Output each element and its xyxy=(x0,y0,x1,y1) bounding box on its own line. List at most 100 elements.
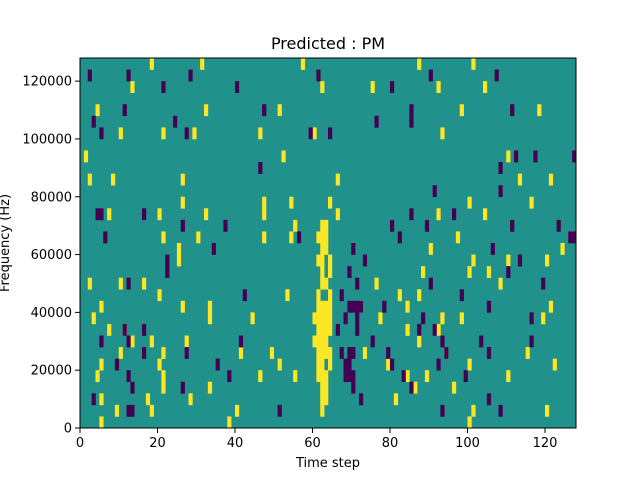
heatmap-cell-positive xyxy=(467,416,472,429)
heatmap-cell-positive xyxy=(328,312,333,325)
heatmap-cell-positive xyxy=(320,243,325,255)
heatmap-cell-negative xyxy=(126,277,131,290)
heatmap-cell-positive xyxy=(506,370,511,383)
heatmap-cell-positive xyxy=(312,335,317,348)
heatmap-cell-negative xyxy=(161,81,166,93)
chart-title: Predicted : PM xyxy=(271,34,385,53)
heatmap-cell-negative xyxy=(355,323,360,336)
heatmap-cell-positive xyxy=(328,323,333,336)
y-tick-label: 0 xyxy=(64,422,72,437)
heatmap-cell-positive xyxy=(176,254,182,267)
heatmap-cell-positive xyxy=(118,277,123,290)
heatmap-cell-positive xyxy=(320,300,325,313)
heatmap-cell-negative xyxy=(87,69,92,82)
heatmap-cell-positive xyxy=(107,323,112,336)
heatmap-cell-negative xyxy=(463,370,468,383)
heatmap-cell-positive xyxy=(471,254,476,267)
heatmap-cell-positive xyxy=(293,370,298,383)
heatmap-cell-positive xyxy=(560,243,565,255)
x-tick-label: 0 xyxy=(76,436,84,451)
heatmap-cell-positive xyxy=(335,208,340,221)
heatmap-cell-negative xyxy=(351,347,356,359)
heatmap-cell-negative xyxy=(517,254,523,267)
heatmap-cell-positive xyxy=(471,58,476,70)
heatmap-cell-negative xyxy=(91,115,96,128)
heatmap-cell-negative xyxy=(572,150,577,163)
heatmap-cell-positive xyxy=(405,323,410,336)
heatmap-cell-negative xyxy=(126,404,131,417)
heatmap-cell-negative xyxy=(223,219,228,232)
heatmap-cell-negative xyxy=(351,300,356,313)
heatmap-cell-negative xyxy=(130,381,135,394)
heatmap-cell-positive xyxy=(180,196,185,209)
heatmap-cell-negative xyxy=(424,219,430,232)
heatmap-cell-positive xyxy=(312,312,317,325)
heatmap-cell-positive xyxy=(316,323,321,336)
heatmap-cell-positive xyxy=(548,300,554,313)
heatmap-cell-positive xyxy=(320,231,325,244)
heatmap-cell-positive xyxy=(548,173,554,186)
y-tick-label: 20000 xyxy=(31,364,72,379)
heatmap-cell-positive xyxy=(91,312,96,325)
heatmap-cell-positive xyxy=(328,289,333,302)
heatmap-cell-positive xyxy=(204,208,209,221)
heatmap-cell-negative xyxy=(227,370,232,383)
heatmap-cell-negative xyxy=(297,231,302,244)
heatmap-cell-negative xyxy=(165,254,170,267)
heatmap-cell-positive xyxy=(459,104,464,117)
heatmap-cell-positive xyxy=(316,254,321,267)
heatmap-cell-negative xyxy=(126,335,131,348)
heatmap-cell-negative xyxy=(436,358,441,371)
heatmap-cell-positive xyxy=(316,312,321,325)
plot-area xyxy=(79,57,577,429)
heatmap-cell-negative xyxy=(498,162,503,174)
heatmap-cell-positive xyxy=(525,347,530,359)
heatmap-cell-positive xyxy=(149,58,154,70)
heatmap-cell-negative xyxy=(328,127,333,140)
heatmap-cell-negative xyxy=(556,219,561,232)
heatmap-cell-positive xyxy=(200,58,205,70)
heatmap-cell-negative xyxy=(103,231,108,244)
heatmap-cell-negative xyxy=(409,381,414,394)
heatmap-cell-positive xyxy=(545,404,550,417)
heatmap-cell-negative xyxy=(142,323,147,336)
heatmap-cell-positive xyxy=(393,393,399,406)
heatmap-cell-negative xyxy=(440,404,445,417)
heatmap-cell-negative xyxy=(184,347,189,359)
heatmap-cell-positive xyxy=(324,231,329,244)
heatmap-cell-positive xyxy=(262,208,267,221)
heatmap-cell-positive xyxy=(455,231,461,244)
heatmap-cell-negative xyxy=(114,358,120,371)
heatmap-cell-positive xyxy=(149,335,154,348)
heatmap-cell-positive xyxy=(440,312,445,325)
heatmap-cell-negative xyxy=(277,404,282,417)
heatmap-cell-positive xyxy=(207,312,213,325)
x-tick-label: 120 xyxy=(533,436,558,451)
heatmap-cell-positive xyxy=(130,335,135,348)
heatmap-cell-negative xyxy=(401,370,406,383)
heatmap-cell-negative xyxy=(343,370,348,383)
heatmap-cell-positive xyxy=(541,312,546,325)
heatmap-cell-positive xyxy=(471,404,476,417)
heatmap-cell-negative xyxy=(370,335,375,348)
heatmap-cell-positive xyxy=(378,312,383,325)
heatmap-cell-positive xyxy=(99,300,104,313)
heatmap-cell-positive xyxy=(467,196,472,209)
heatmap-cell-positive xyxy=(320,381,325,394)
heatmap-cell-negative xyxy=(432,185,437,198)
heatmap-cell-negative xyxy=(486,393,492,406)
heatmap-cell-positive xyxy=(99,358,104,371)
heatmap-cell-positive xyxy=(87,173,92,186)
heatmap-cell-positive xyxy=(483,81,488,93)
heatmap-cell-positive xyxy=(483,208,488,221)
heatmap-cell-positive xyxy=(320,358,325,371)
heatmap-cell-negative xyxy=(235,81,240,93)
y-axis-label: Frequency (Hz) xyxy=(0,194,13,292)
heatmap-cell-positive xyxy=(328,358,333,371)
x-axis: 0 20 40 60 80 100 120 xyxy=(76,428,558,451)
heatmap-cell-negative xyxy=(188,69,193,82)
heatmap-cell-negative xyxy=(126,370,131,383)
heatmap-cell-positive xyxy=(324,335,329,348)
heatmap-cell-negative xyxy=(390,81,395,93)
heatmap-cell-positive xyxy=(405,300,410,313)
